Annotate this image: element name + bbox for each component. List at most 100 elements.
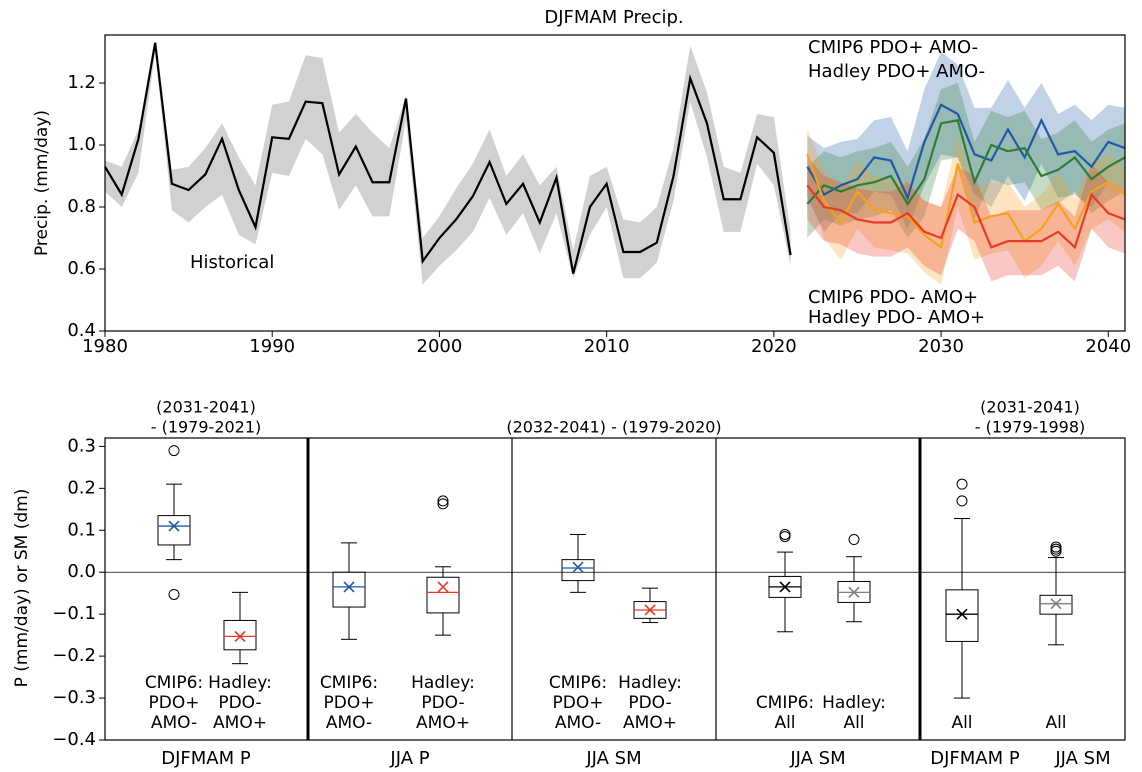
panel-header: (2032-2041) - (1979-2020) — [506, 418, 721, 437]
box-label: All — [774, 713, 795, 733]
panel-header: - (1979-1998) — [975, 418, 1086, 437]
outlier — [1050, 543, 1062, 555]
x-tick-label: 2000 — [417, 336, 463, 357]
uncertainty-band — [807, 129, 1125, 285]
outlier — [779, 531, 791, 543]
box-label: CMIP6: — [320, 673, 378, 693]
mean-marker — [437, 581, 449, 593]
box-label: AMO- — [151, 713, 197, 733]
y-tick-label: −0.4 — [52, 729, 96, 750]
uncertainty-band — [807, 83, 1125, 239]
x-tick-label: 1990 — [249, 336, 295, 357]
x-tick-label: 2010 — [584, 336, 630, 357]
box-label: Hadley: — [208, 673, 272, 693]
box — [426, 576, 460, 614]
series-label: CMIP6 PDO+ AMO- — [808, 37, 978, 58]
mean-marker — [234, 630, 246, 642]
box-label: All — [1045, 713, 1066, 733]
y-tick-label: 0.4 — [67, 320, 96, 341]
plot-frame — [104, 437, 1126, 741]
box-label: AMO+ — [623, 713, 677, 733]
x-tick-label: DJFMAM P — [930, 748, 1020, 769]
outlier — [437, 495, 449, 507]
y-tick-label: 1.2 — [67, 72, 96, 93]
box — [332, 571, 366, 608]
outlier — [168, 588, 180, 600]
mean-marker — [343, 581, 355, 593]
x-tick-label: JJA SM — [585, 748, 641, 769]
box — [561, 559, 595, 582]
y-tick-label: 0.3 — [67, 435, 96, 456]
box-label: PDO+ — [553, 693, 604, 713]
box-label: PDO- — [628, 693, 671, 713]
y-axis-label: P (mm/day) or SM (dm) — [12, 489, 32, 688]
outlier — [1050, 545, 1062, 557]
box-label: AMO+ — [416, 713, 470, 733]
box-label: CMIP6: — [549, 673, 607, 693]
panel-header: - (1979-2021) — [151, 418, 262, 437]
uncertainty-band — [807, 52, 1125, 232]
y-axis-label: Precip. (mm/day) — [32, 110, 52, 256]
y-tick-label: 1.0 — [67, 134, 96, 155]
series-label: Historical — [190, 252, 274, 273]
uncertainty-band — [105, 42, 791, 285]
y-tick-label: −0.2 — [52, 645, 96, 666]
box-label: All — [843, 713, 864, 733]
x-tick-label: JJA P — [389, 748, 429, 769]
mean-marker — [956, 608, 968, 620]
x-tick-label: JJA SM — [789, 748, 845, 769]
box — [945, 589, 979, 642]
outlier — [168, 445, 180, 457]
box-label: Hadley: — [618, 673, 682, 693]
mean-marker — [644, 604, 656, 616]
y-tick-label: 0.0 — [67, 561, 96, 582]
y-tick-label: 0.8 — [67, 196, 96, 217]
box-label: PDO+ — [324, 693, 375, 713]
box-label: PDO+ — [149, 693, 200, 713]
x-tick-label: 2040 — [1085, 336, 1131, 357]
outlier — [437, 498, 449, 510]
mean-marker — [1050, 598, 1062, 610]
series-label: Hadley PDO+ AMO- — [808, 61, 985, 82]
series-label: CMIP6 PDO- AMO+ — [808, 287, 978, 308]
x-tick-label: JJA SM — [1054, 748, 1110, 769]
outlier — [956, 495, 968, 507]
box-label: AMO- — [555, 713, 601, 733]
series-line — [806, 153, 1126, 250]
box-label: Hadley: — [822, 693, 886, 713]
mean-marker — [779, 581, 791, 593]
box-label: CMIP6: — [145, 673, 203, 693]
series-line — [806, 103, 1126, 201]
series-line — [104, 42, 792, 274]
panel-header: (2031-2041) — [980, 398, 1080, 417]
y-tick-label: −0.3 — [52, 687, 96, 708]
box-label: PDO- — [421, 693, 464, 713]
series-label: Hadley PDO- AMO+ — [808, 307, 985, 328]
x-tick-label: DJFMAM P — [161, 748, 251, 769]
box-label: AMO- — [326, 713, 372, 733]
chart-title: DJFMAM Precip. — [544, 7, 683, 28]
x-tick-label: 2030 — [918, 336, 964, 357]
plot-frame — [104, 34, 1126, 332]
uncertainty-band — [807, 157, 1125, 282]
mean-marker — [572, 561, 584, 573]
x-tick-label: 1980 — [82, 336, 128, 357]
y-tick-label: 0.2 — [67, 477, 96, 498]
outlier — [779, 528, 791, 540]
outlier — [848, 534, 860, 546]
y-tick-label: 0.6 — [67, 258, 96, 279]
box-label: PDO- — [218, 693, 261, 713]
box — [223, 619, 257, 651]
panel-header: (2031-2041) — [156, 398, 256, 417]
y-tick-label: 0.1 — [67, 519, 96, 540]
box-label: CMIP6: — [756, 693, 814, 713]
series-line — [806, 184, 1126, 250]
box — [1039, 594, 1073, 615]
box-label: AMO+ — [213, 713, 267, 733]
box — [157, 515, 191, 546]
x-tick-label: 2020 — [751, 336, 797, 357]
mean-marker — [848, 586, 860, 598]
box-label: All — [951, 713, 972, 733]
